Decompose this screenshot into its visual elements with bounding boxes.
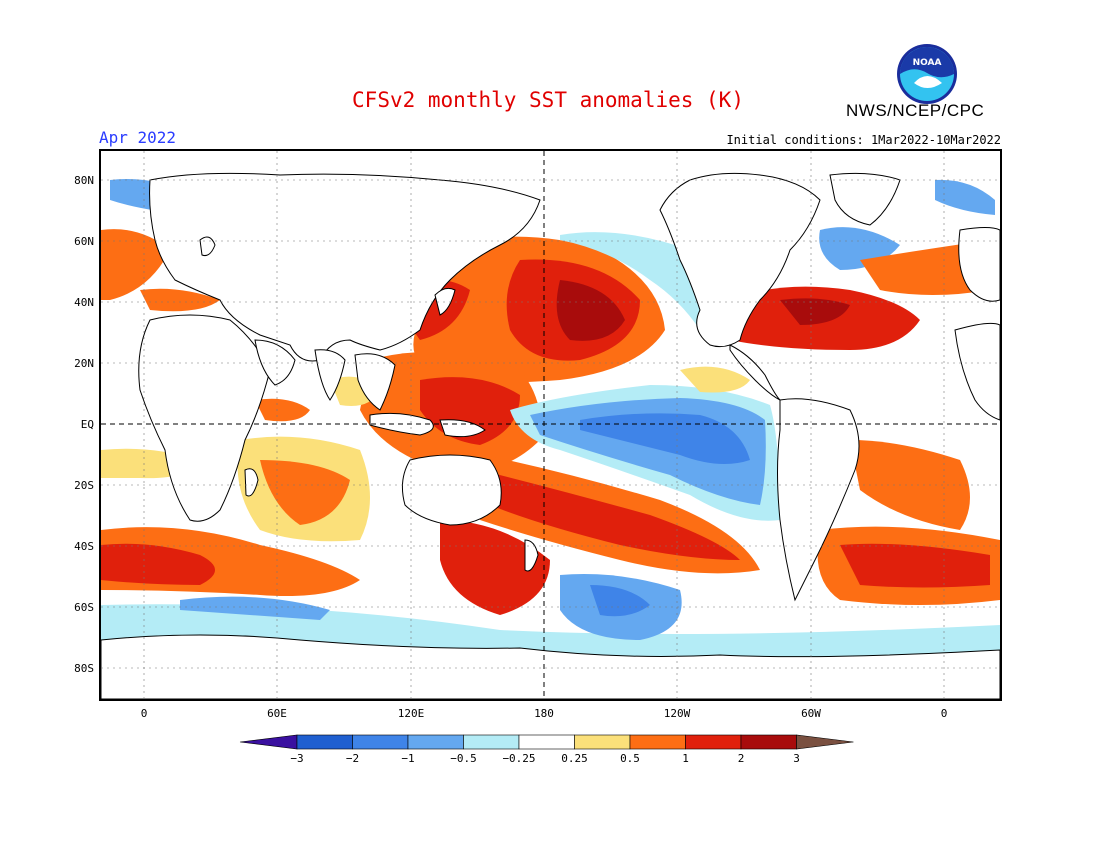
lat-label: 20S bbox=[74, 479, 94, 492]
longitude-labels: 0 60E 120E 180 120W 60W 0 bbox=[141, 707, 948, 720]
colorbar-segment bbox=[740, 734, 797, 750]
colorbar-segment bbox=[407, 734, 464, 750]
lon-label: 60E bbox=[267, 707, 287, 720]
colorbar-segment bbox=[463, 734, 520, 750]
colorbar-arrow-low bbox=[239, 734, 298, 750]
color-bar: −3 −2 −1 −0.5 −0.25 0.25 0.5 1 2 3 bbox=[239, 734, 854, 765]
lon-label: 0 bbox=[141, 707, 148, 720]
noaa-logo: NOAA bbox=[897, 44, 957, 104]
colorbar-segment bbox=[296, 734, 353, 750]
chart-title: CFSv2 monthly SST anomalies (K) bbox=[352, 88, 744, 112]
lat-label: 20N bbox=[74, 357, 94, 370]
colorbar-tick-label: 2 bbox=[738, 752, 745, 765]
latitude-labels: 80N 60N 40N 20N EQ 20S 40S 60S 80S bbox=[74, 174, 94, 675]
lat-label: 80S bbox=[74, 662, 94, 675]
lat-label: 60N bbox=[74, 235, 94, 248]
lon-label: 180 bbox=[534, 707, 554, 720]
map-frame bbox=[99, 149, 1002, 701]
colorbar-tick-label: −0.5 bbox=[450, 752, 477, 765]
colorbar-segment bbox=[685, 734, 742, 750]
colorbar-tick-label: −1 bbox=[401, 752, 414, 765]
lon-label: 120W bbox=[664, 707, 691, 720]
colorbar-tick-label: 0.25 bbox=[561, 752, 588, 765]
lon-label: 120E bbox=[398, 707, 425, 720]
colorbar-tick-label: −2 bbox=[346, 752, 359, 765]
initial-conditions: Initial conditions: 1Mar2022-10Mar2022 bbox=[726, 133, 1001, 147]
equator-dateline-lines bbox=[101, 151, 1000, 699]
agency-label: NWS/NCEP/CPC bbox=[846, 101, 985, 120]
lat-label: 80N bbox=[74, 174, 94, 187]
forecast-month: Apr 2022 bbox=[99, 128, 177, 147]
svg-text:NOAA: NOAA bbox=[913, 58, 942, 68]
colorbar-arrow-high bbox=[796, 734, 854, 750]
colorbar-tick-label: 0.5 bbox=[620, 752, 640, 765]
lat-label: 40S bbox=[74, 540, 94, 553]
grid-lines bbox=[101, 151, 1000, 699]
colorbar-tick-label: −3 bbox=[290, 752, 303, 765]
colorbar-segment bbox=[518, 734, 575, 750]
colorbar-tick-label: 3 bbox=[793, 752, 800, 765]
colorbar-segment bbox=[352, 734, 409, 750]
colorbar-segment bbox=[574, 734, 631, 750]
colorbar-segment bbox=[629, 734, 686, 750]
lon-label: 0 bbox=[941, 707, 948, 720]
land-masses bbox=[101, 172, 1000, 699]
colorbar-tick-label: −0.25 bbox=[502, 752, 535, 765]
lat-label: 40N bbox=[74, 296, 94, 309]
lat-label: 60S bbox=[74, 601, 94, 614]
lat-label: EQ bbox=[81, 418, 94, 431]
lon-label: 60W bbox=[801, 707, 821, 720]
colorbar-tick-label: 1 bbox=[682, 752, 689, 765]
